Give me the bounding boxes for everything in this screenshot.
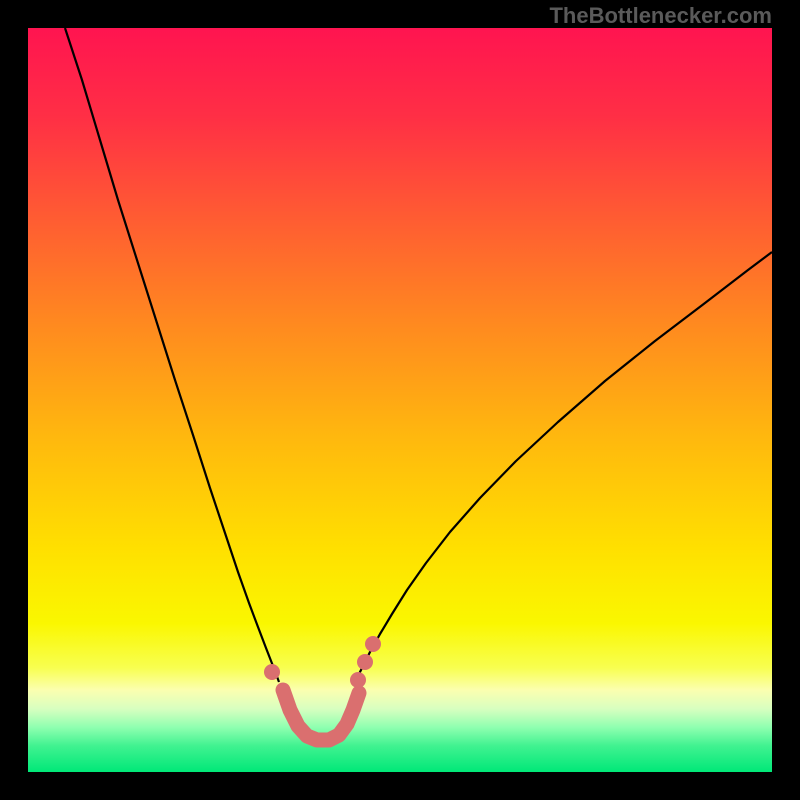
accent-dot xyxy=(264,664,280,680)
accent-dot xyxy=(357,654,373,670)
chart-svg xyxy=(0,0,800,800)
accent-dot xyxy=(350,672,366,688)
accent-dot xyxy=(365,636,381,652)
watermark-text: TheBottlenecker.com xyxy=(549,3,772,29)
chart-frame: TheBottlenecker.com xyxy=(0,0,800,800)
plot-background xyxy=(28,28,772,772)
